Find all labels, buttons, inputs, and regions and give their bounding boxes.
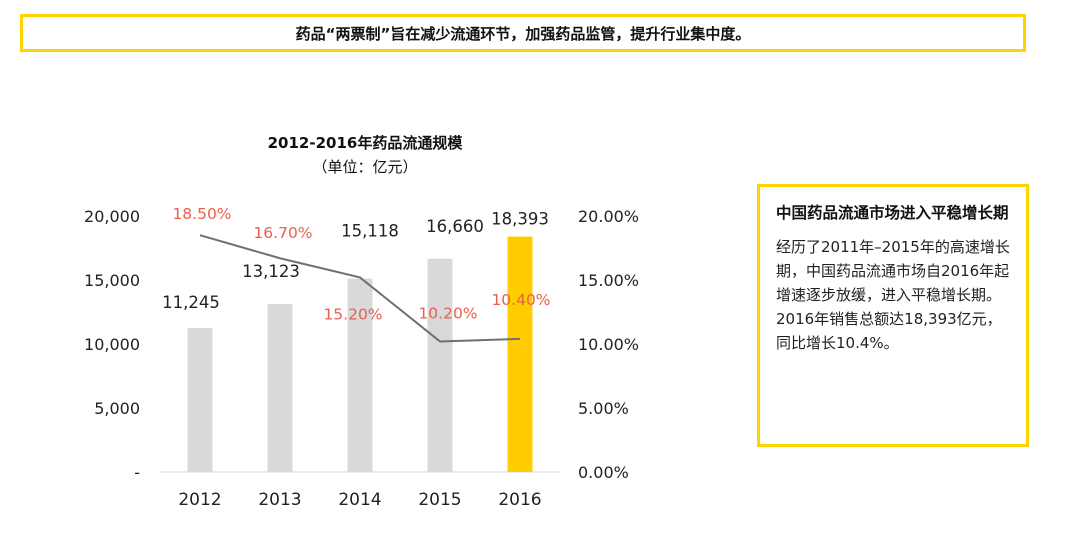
- x-tick-label: 2014: [338, 490, 381, 510]
- x-tick-label: 2016: [498, 490, 541, 510]
- chart-subtitle: （单位：亿元）: [312, 158, 418, 176]
- y-left-tick-label: 15,000: [84, 271, 140, 290]
- y-left-tick-label: 10,000: [84, 335, 140, 354]
- y-right-tick-label: 20.00%: [578, 207, 639, 226]
- line-value-label: 18.50%: [172, 205, 231, 223]
- x-tick-label: 2015: [418, 490, 461, 510]
- y-right-tick-label: 5.00%: [578, 399, 629, 418]
- chart: - 5,000 10,000 15,000 20,000 0.00% 5.00% 10.00%…: [84, 205, 639, 510]
- bar: [347, 278, 373, 472]
- headline-banner: 药品“两票制”旨在减少流通环节，加强药品监管，提升行业集中度。: [20, 14, 1026, 52]
- bar-value-label: 11,245: [162, 293, 220, 312]
- bar-value-label: 16,660: [426, 217, 484, 236]
- headline-text: 药品“两票制”旨在减少流通环节，加强药品监管，提升行业集中度。: [295, 24, 751, 43]
- line-value-label: 15.20%: [323, 305, 382, 323]
- bar: [507, 236, 533, 472]
- growth-rate-line: [199, 234, 521, 343]
- chart-title: 2012-2016年药品流通规模: [267, 134, 463, 152]
- bar: [427, 258, 453, 472]
- y-right-tick-label: 0.00%: [578, 463, 629, 482]
- line-value-label: 10.20%: [418, 304, 477, 322]
- bar-value-label: 15,118: [341, 221, 399, 240]
- bar-value-label: 18,393: [491, 210, 549, 229]
- line-value-label: 16.70%: [253, 224, 312, 242]
- y-left-tick-label: 20,000: [84, 207, 140, 226]
- bar: [267, 304, 293, 472]
- callout-title: 中国药品流通市场进入平稳增长期: [776, 204, 1009, 222]
- x-tick-label: 2013: [258, 490, 301, 510]
- x-tick-label: 2012: [178, 490, 221, 510]
- bar: [187, 328, 213, 472]
- y-right-tick-label: 15.00%: [578, 271, 639, 290]
- bar-value-label: 13,123: [242, 262, 300, 281]
- y-right-tick-label: 10.00%: [578, 335, 639, 354]
- y-left-tick-label: -: [134, 463, 140, 482]
- line-value-label: 10.40%: [491, 291, 550, 309]
- callout-body: 经历了2011年–2015年的高速增长期，中国药品流通市场自2016年起增速逐步…: [776, 238, 1010, 352]
- callout-box: 中国药品流通市场进入平稳增长期 经历了2011年–2015年的高速增长期，中国药…: [757, 184, 1029, 447]
- y-left-tick-label: 5,000: [94, 399, 140, 418]
